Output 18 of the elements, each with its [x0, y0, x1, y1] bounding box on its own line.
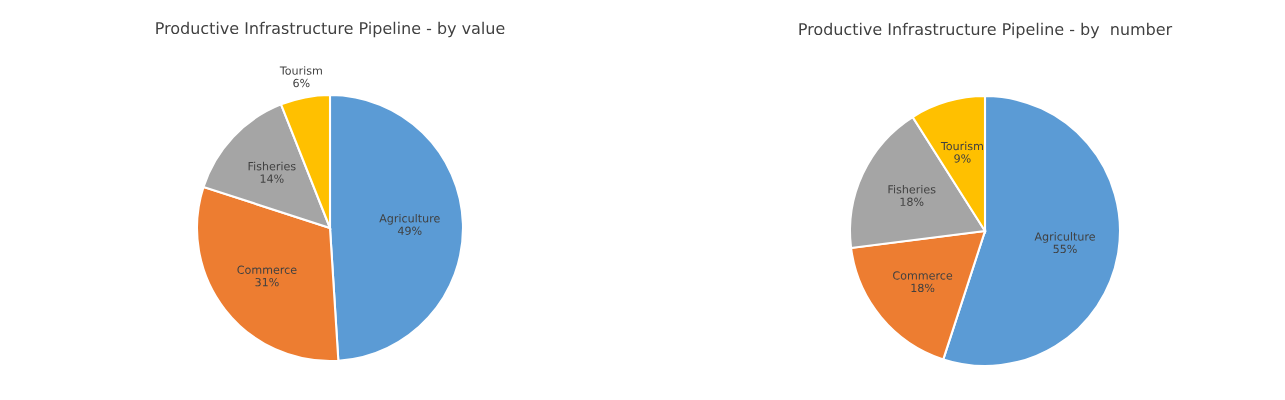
- slice-label: Agriculture: [1034, 232, 1095, 243]
- slice-label: Commerce: [893, 271, 953, 280]
- data-label: 9%: [954, 154, 971, 163]
- data-label: 55%: [1053, 244, 1077, 254]
- chart-title: Productive Infrastructure Pipeline - by value: [156, 21, 505, 38]
- slice-label: Fisheries: [248, 161, 296, 171]
- data-label: 14%: [260, 174, 284, 183]
- data-label: 18%: [900, 197, 924, 206]
- data-label: 31%: [255, 277, 279, 287]
- chart-title: Productive Infrastructure Pipeline - by number: [799, 22, 1173, 39]
- slice-label: Fisheries: [888, 184, 936, 194]
- slice-label: Tourism: [279, 66, 322, 75]
- slice-label: Agriculture: [379, 213, 440, 225]
- data-label: 18%: [911, 283, 935, 293]
- data-label: 6%: [293, 78, 310, 88]
- slice-label: Commerce: [237, 265, 297, 274]
- data-label: 49%: [397, 226, 422, 235]
- slice-label: Tourism: [940, 141, 983, 151]
